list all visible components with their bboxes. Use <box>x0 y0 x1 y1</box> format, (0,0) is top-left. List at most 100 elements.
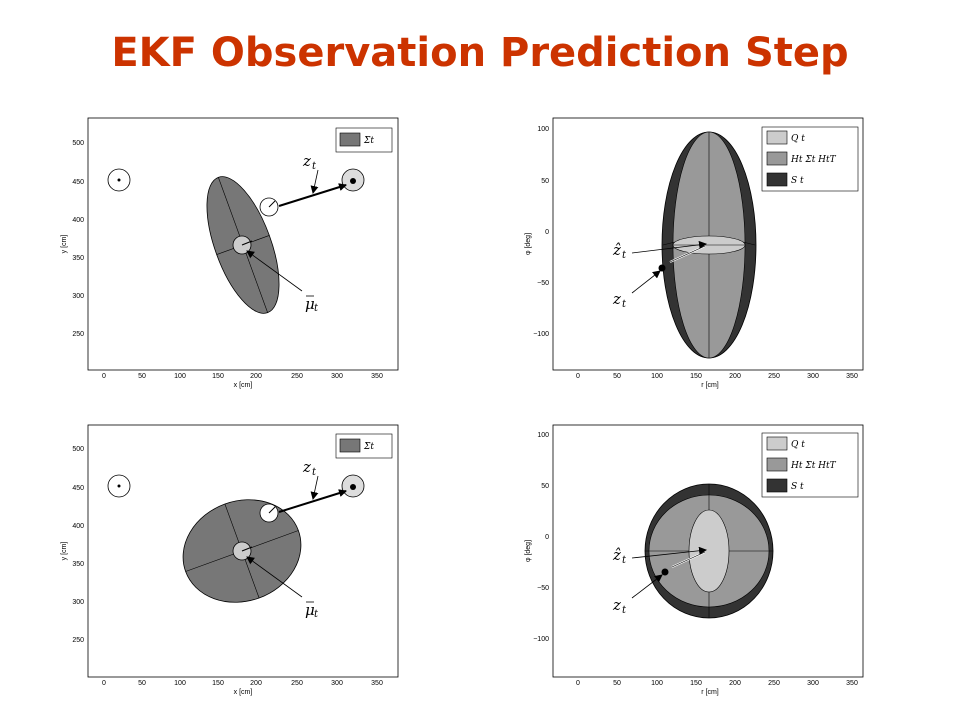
svg-text:t: t <box>312 467 317 478</box>
svg-text:150: 150 <box>212 373 224 380</box>
svg-text:100: 100 <box>651 373 663 380</box>
x-axis-label: r [cm] <box>701 689 719 696</box>
svg-text:50: 50 <box>613 373 621 380</box>
svg-text:300: 300 <box>72 293 84 300</box>
svg-text:350: 350 <box>846 680 858 687</box>
legend: Σ̄t <box>335 127 393 153</box>
svg-text:−50: −50 <box>537 585 549 592</box>
zhat-label: ẑ <box>612 546 621 564</box>
mu-label: μ <box>305 601 315 619</box>
y-ticks: 500 450 400 350 300 250 <box>72 446 84 644</box>
y-ticks: 500 450 400 350 300 250 <box>72 140 84 338</box>
svg-text:250: 250 <box>72 331 84 338</box>
svg-text:50: 50 <box>541 178 549 185</box>
z-label: z <box>612 596 621 614</box>
x-ticks: 0 50 100 150 200 250 300 350 <box>102 373 383 380</box>
svg-text:450: 450 <box>72 179 84 186</box>
svg-text:500: 500 <box>72 446 84 453</box>
svg-text:350: 350 <box>371 680 383 687</box>
svg-text:100: 100 <box>537 432 549 439</box>
svg-text:Σ̄t: Σ̄t <box>363 136 374 146</box>
svg-text:Q t: Q t <box>791 440 805 450</box>
svg-text:t: t <box>314 303 319 314</box>
x-axis-label: r [cm] <box>701 382 719 389</box>
plot-top-left: 500 450 400 350 300 250 0 50 100 150 200… <box>61 117 399 389</box>
svg-text:Ht Σ̄t HtT: Ht Σ̄t HtT <box>790 155 837 165</box>
svg-text:200: 200 <box>250 680 262 687</box>
svg-text:−100: −100 <box>533 331 549 338</box>
svg-text:0: 0 <box>576 373 580 380</box>
svg-text:300: 300 <box>807 373 819 380</box>
svg-text:S t: S t <box>791 176 804 186</box>
svg-text:250: 250 <box>768 680 780 687</box>
svg-text:200: 200 <box>729 373 741 380</box>
mu-label: μ <box>305 295 315 313</box>
z-label: z <box>612 290 621 308</box>
svg-text:300: 300 <box>72 599 84 606</box>
svg-text:450: 450 <box>72 485 84 492</box>
svg-text:350: 350 <box>72 561 84 568</box>
axes-frame <box>87 117 399 371</box>
y-axis-label: φ [deg] <box>525 540 532 562</box>
svg-text:50: 50 <box>138 680 146 687</box>
y-axis-label: y [cm] <box>61 542 68 561</box>
legend: Q t Ht Σ̄t HtT S t <box>761 126 859 192</box>
svg-text:250: 250 <box>291 373 303 380</box>
y-ticks: 100 50 0 −50 −100 <box>533 432 549 643</box>
measurement-arrow <box>278 489 347 513</box>
svg-text:250: 250 <box>768 373 780 380</box>
svg-text:350: 350 <box>846 373 858 380</box>
legend: Q t Ht Σ̄t HtT S t <box>761 432 859 498</box>
x-ticks: 0 50 100 150 200 250 300 350 <box>576 373 858 380</box>
svg-text:250: 250 <box>291 680 303 687</box>
svg-text:−100: −100 <box>533 636 549 643</box>
svg-text:Σ̄t: Σ̄t <box>363 442 374 452</box>
svg-text:t: t <box>314 609 319 620</box>
svg-text:0: 0 <box>545 229 549 236</box>
z-label: z <box>302 458 311 476</box>
svg-text:150: 150 <box>690 373 702 380</box>
x-axis-label: x [cm] <box>234 382 253 389</box>
svg-text:100: 100 <box>651 680 663 687</box>
plot-bottom-right: 100 50 0 −50 −100 0 50 100 150 200 250 3… <box>525 424 864 696</box>
svg-text:350: 350 <box>371 373 383 380</box>
svg-text:300: 300 <box>331 373 343 380</box>
svg-text:250: 250 <box>72 637 84 644</box>
axes-frame <box>87 424 399 678</box>
svg-text:50: 50 <box>541 483 549 490</box>
axes-frame <box>552 424 864 678</box>
svg-text:150: 150 <box>212 680 224 687</box>
y-axis-label: y [cm] <box>61 235 68 254</box>
svg-text:0: 0 <box>102 680 106 687</box>
page-title: EKF Observation Prediction Step <box>111 30 849 76</box>
axes-frame <box>552 117 864 371</box>
svg-text:400: 400 <box>72 217 84 224</box>
svg-text:300: 300 <box>807 680 819 687</box>
svg-text:t: t <box>622 555 627 566</box>
svg-text:100: 100 <box>174 373 186 380</box>
plot-top-right: 100 50 0 −50 −100 0 50 100 150 200 250 3… <box>525 117 864 389</box>
z-label: z <box>302 152 311 170</box>
svg-text:300: 300 <box>331 680 343 687</box>
x-ticks: 0 50 100 150 200 250 300 350 <box>102 680 383 687</box>
svg-text:Ht Σ̄t HtT: Ht Σ̄t HtT <box>790 461 837 471</box>
x-ticks: 0 50 100 150 200 250 300 350 <box>576 680 858 687</box>
svg-text:−50: −50 <box>537 280 549 287</box>
svg-text:100: 100 <box>537 126 549 133</box>
plot-bottom-left: 500 450 400 350 300 250 0 50 100 150 200… <box>61 424 399 696</box>
svg-text:100: 100 <box>174 680 186 687</box>
svg-text:150: 150 <box>690 680 702 687</box>
svg-text:S t: S t <box>791 482 804 492</box>
svg-text:t: t <box>622 299 627 310</box>
svg-text:200: 200 <box>250 373 262 380</box>
svg-text:Q t: Q t <box>791 134 805 144</box>
y-axis-label: φ [deg] <box>525 233 532 255</box>
svg-text:0: 0 <box>545 534 549 541</box>
svg-text:0: 0 <box>102 373 106 380</box>
innovation-ellipses <box>661 131 757 359</box>
svg-text:400: 400 <box>72 523 84 530</box>
legend: Σ̄t <box>335 433 393 459</box>
y-ticks: 100 50 0 −50 −100 <box>533 126 549 338</box>
innovation-ellipses <box>644 483 774 619</box>
svg-text:50: 50 <box>138 373 146 380</box>
